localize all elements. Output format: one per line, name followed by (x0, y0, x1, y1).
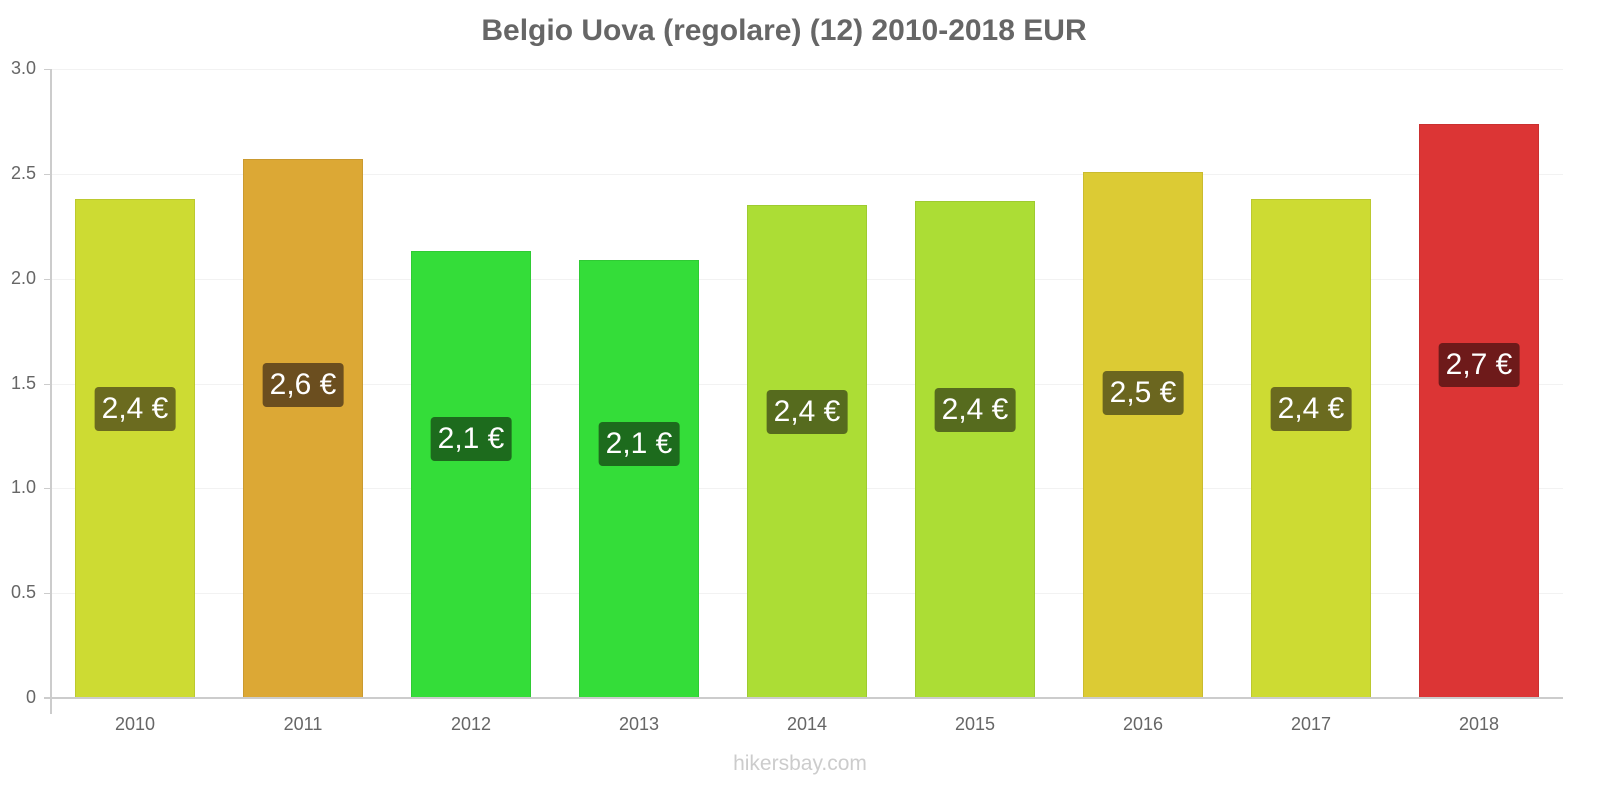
x-tick-label: 2014 (786, 714, 828, 734)
y-axis-line (50, 69, 52, 714)
chart-title: Belgio Uova (regolare) (12) 2010-2018 EU… (481, 14, 1087, 47)
gridline (51, 69, 1563, 70)
x-tick-label: 2012 (450, 714, 492, 734)
bar-2018[interactable] (1419, 124, 1539, 698)
y-tick-mark (44, 593, 51, 594)
x-axis-line (44, 697, 1563, 699)
data-label-2013: 2,1 € (598, 422, 680, 466)
data-label-2017: 2,4 € (1270, 387, 1352, 431)
y-tick-mark (44, 279, 51, 280)
y-tick-mark (44, 174, 51, 175)
bar-2016[interactable] (1083, 172, 1203, 698)
data-label-2010: 2,4 € (94, 387, 176, 431)
y-tick-label: 1.5 (10, 373, 36, 393)
y-tick-label: 2.5 (10, 163, 36, 183)
data-label-2016: 2,5 € (1102, 371, 1184, 415)
y-tick-label: 2.0 (10, 268, 36, 288)
bar-2014[interactable] (747, 205, 867, 698)
gridline (51, 174, 1563, 175)
x-tick-label: 2018 (1458, 714, 1500, 734)
data-label-2015: 2,4 € (934, 388, 1016, 432)
data-label-2018: 2,7 € (1438, 343, 1520, 387)
y-tick-mark (44, 384, 51, 385)
x-tick-label: 2010 (114, 714, 156, 734)
bar-2010[interactable] (75, 199, 195, 698)
y-tick-label: 0 (25, 687, 36, 707)
bar-2013[interactable] (579, 260, 699, 698)
footer-watermark: hikersbay.com (733, 752, 867, 775)
data-label-2011: 2,6 € (262, 363, 344, 407)
y-tick-label: 3.0 (10, 58, 36, 78)
y-tick-mark (44, 69, 51, 70)
x-tick-label: 2011 (283, 714, 323, 734)
y-tick-label: 1.0 (10, 477, 36, 497)
y-tick-mark (44, 488, 51, 489)
bar-2015[interactable] (915, 201, 1035, 698)
data-label-2012: 2,1 € (430, 417, 512, 461)
y-tick-label: 0.5 (10, 582, 36, 602)
data-label-2014: 2,4 € (766, 390, 848, 434)
bar-2011[interactable] (243, 159, 363, 698)
x-tick-label: 2013 (618, 714, 660, 734)
x-tick-label: 2017 (1290, 714, 1332, 734)
x-tick-label: 2015 (954, 714, 996, 734)
x-tick-label: 2016 (1122, 714, 1164, 734)
bar-2012[interactable] (411, 251, 531, 698)
bar-2017[interactable] (1251, 199, 1371, 698)
